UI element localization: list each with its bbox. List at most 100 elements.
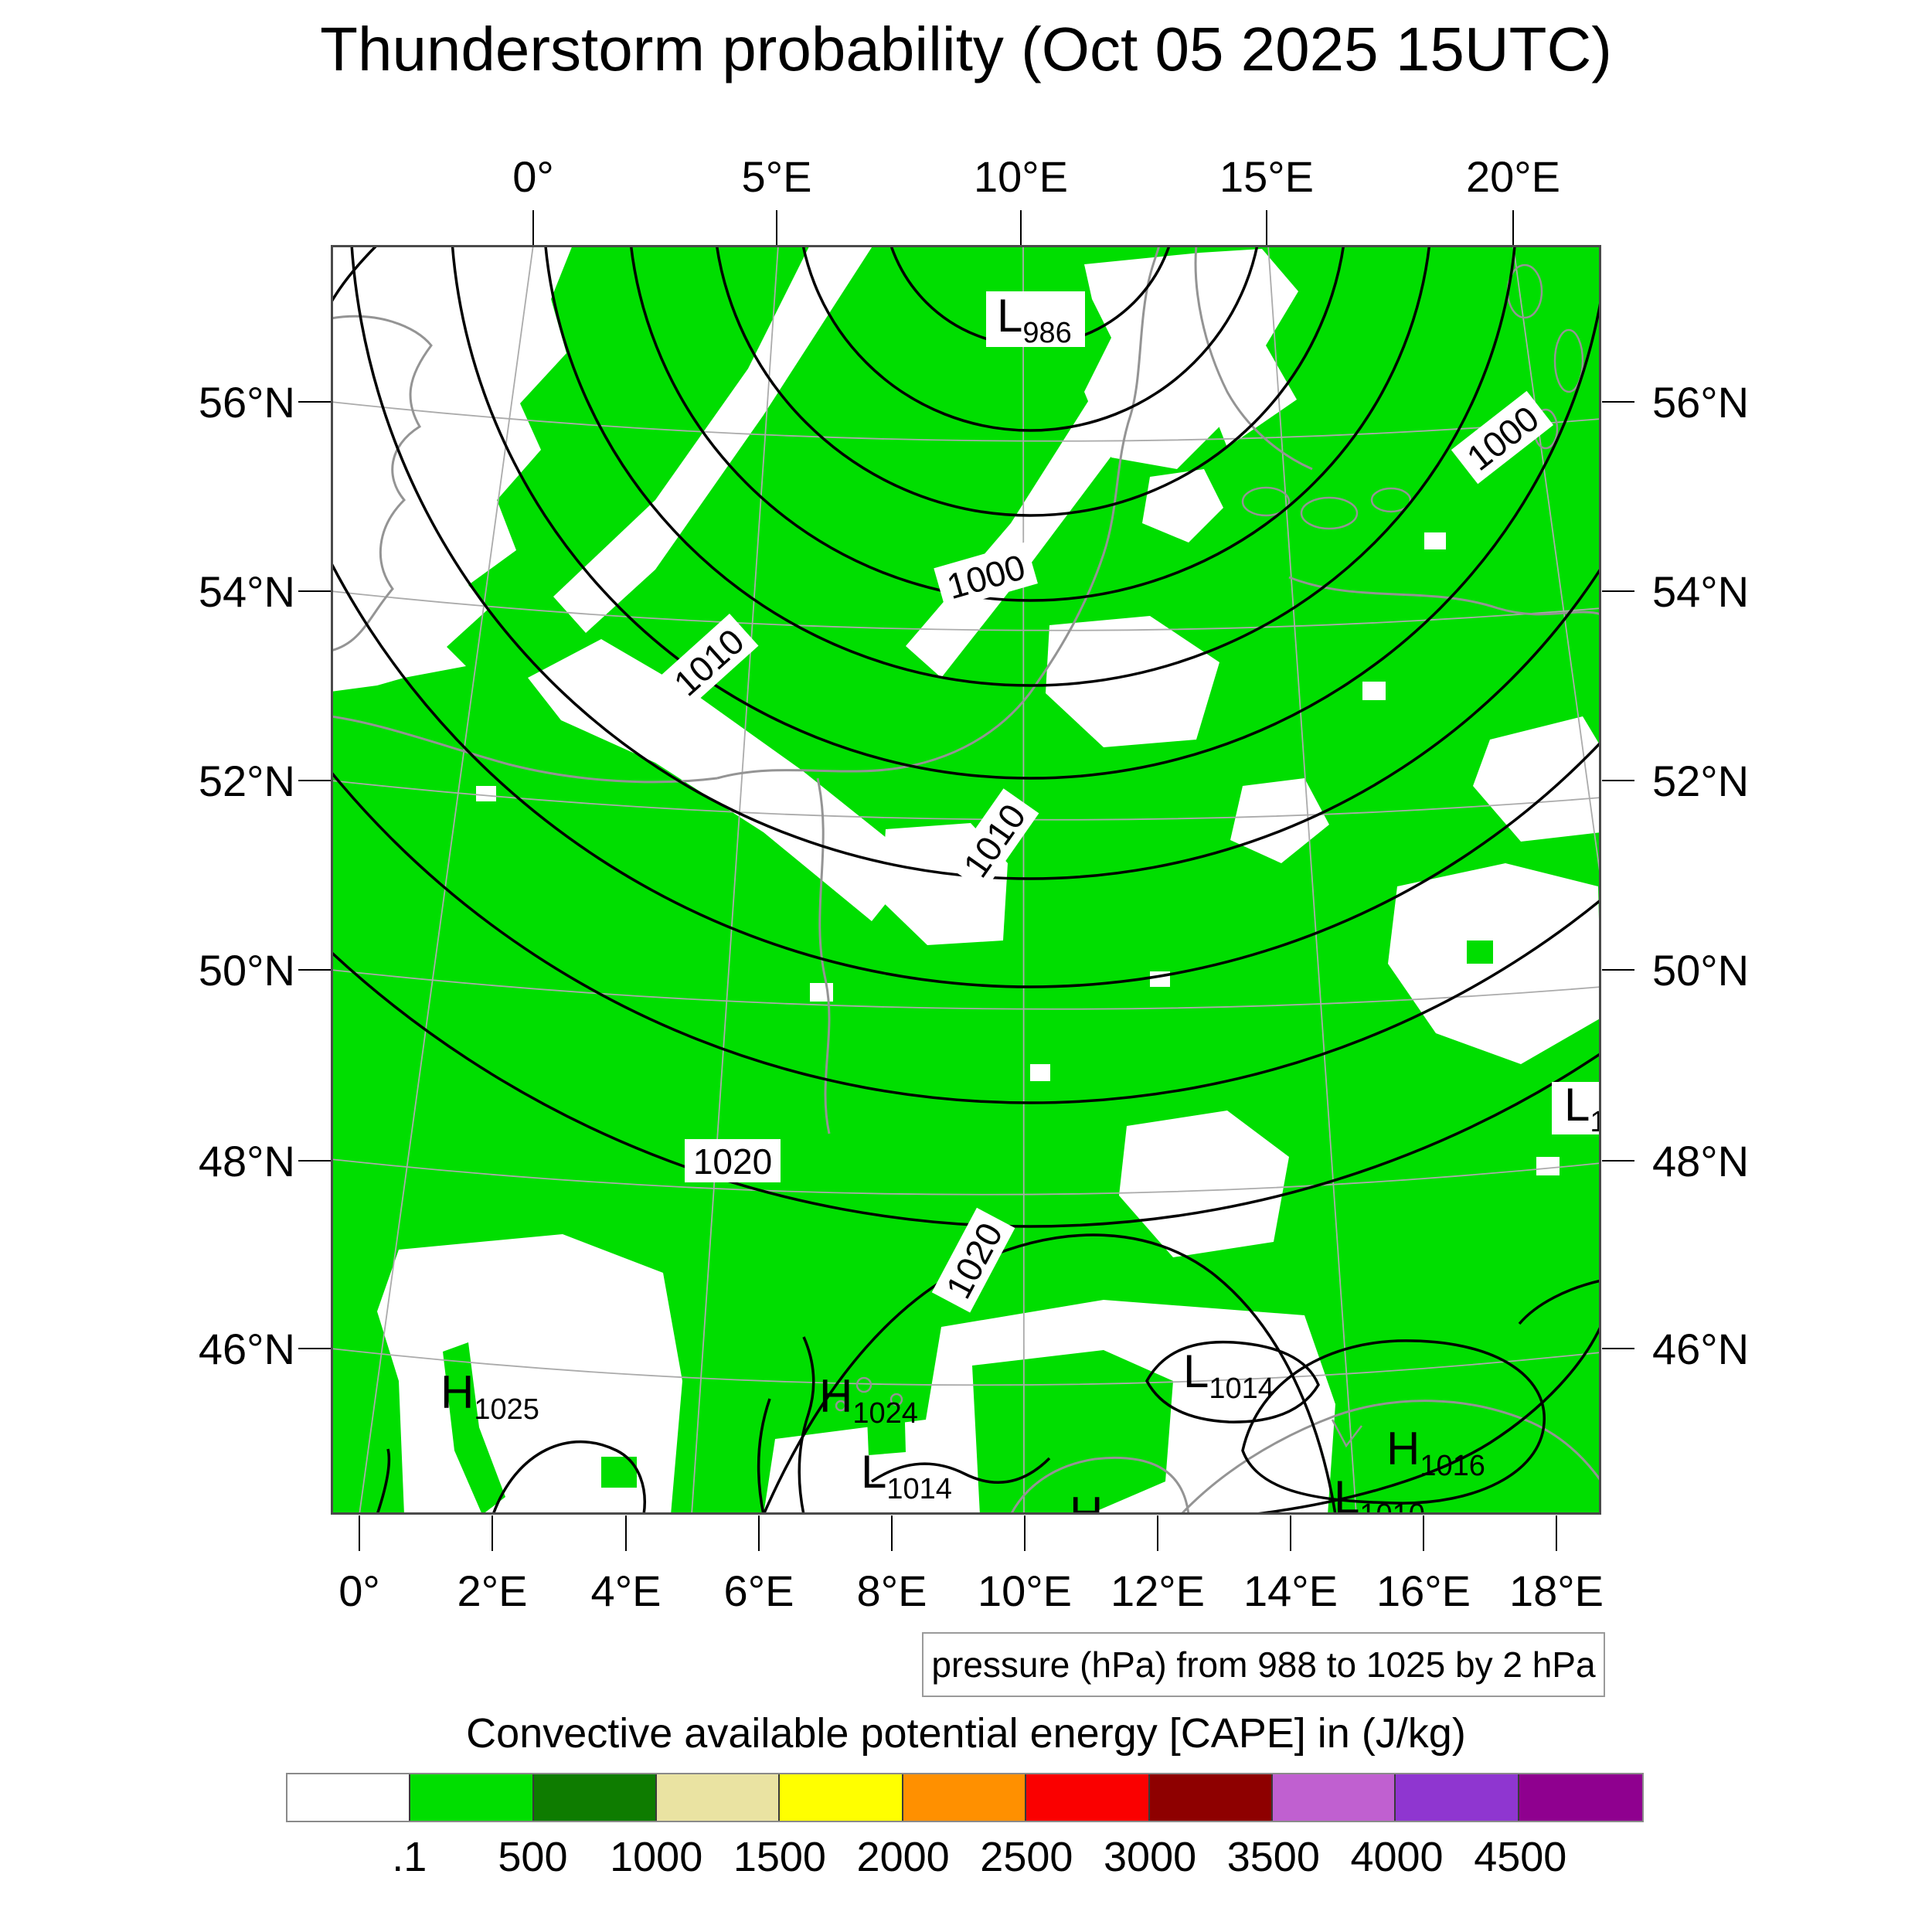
axis-tick-label-bottom: 0° <box>338 1566 380 1615</box>
axis-tick-mark-bottom <box>359 1515 360 1551</box>
coastlines <box>331 245 1601 1515</box>
axis-tick-mark-bottom <box>1423 1515 1424 1551</box>
axis-tick-mark-bottom <box>1556 1515 1557 1551</box>
axis-tick-label-bottom: 16°E <box>1376 1566 1471 1615</box>
colorbar-segment <box>1026 1774 1150 1821</box>
axis-tick-label-top: 10°E <box>973 152 1069 201</box>
axis-tick-mark-left <box>298 401 331 403</box>
axis-tick-label-bottom: 10°E <box>977 1566 1073 1615</box>
colorbar-title: Convective available potential energy [C… <box>466 1710 1466 1757</box>
map-border <box>331 245 1601 1515</box>
colorbar-tick-label: 3000 <box>1104 1834 1197 1880</box>
colorbar-segment <box>780 1774 903 1821</box>
pressure-center-label: H1016 <box>1070 1488 1168 1515</box>
axis-tick-mark-top <box>776 210 777 245</box>
axis-tick-label-bottom: 14°E <box>1243 1566 1338 1615</box>
svg-text:H1016: H1016 <box>1386 1423 1485 1482</box>
map-frame: 1000 1000 1010 1010 1020 1020 L986 H1025 H1024 L1… <box>331 245 1601 1515</box>
colorbar-segment <box>533 1774 658 1821</box>
pressure-center-label: L986 <box>986 290 1085 349</box>
axis-tick-mark-bottom <box>758 1515 760 1551</box>
pressure-center-label: H1016 <box>1386 1423 1485 1482</box>
axis-tick-mark-right <box>1602 780 1634 781</box>
axis-tick-label-left: 50°N <box>198 946 295 995</box>
pressure-center-label: H1025 <box>440 1366 539 1426</box>
colorbar-segment <box>287 1774 411 1821</box>
axis-tick-label-bottom: 12°E <box>1110 1566 1206 1615</box>
contour-label: 1020 <box>685 1139 781 1182</box>
axis-tick-mark-right <box>1602 590 1634 592</box>
axis-tick-mark-bottom <box>1024 1515 1026 1551</box>
axis-tick-mark-left <box>298 1160 331 1162</box>
svg-text:1020: 1020 <box>693 1141 772 1182</box>
axis-tick-mark-top <box>1020 210 1022 245</box>
svg-text:L1010: L1010 <box>1334 1471 1425 1515</box>
axis-tick-label-bottom: 6°E <box>723 1566 794 1615</box>
axis-tick-label-right: 54°N <box>1652 567 1750 616</box>
axis-tick-mark-bottom <box>492 1515 493 1551</box>
axis-tick-mark-left <box>298 780 331 781</box>
axis-tick-label-bottom: 18°E <box>1509 1566 1604 1615</box>
colorbar-segment <box>1149 1774 1273 1821</box>
colorbar-segment <box>410 1774 534 1821</box>
axis-tick-mark-left <box>298 590 331 592</box>
axis-tick-label-right: 48°N <box>1652 1137 1750 1185</box>
svg-text:H1025: H1025 <box>440 1366 539 1426</box>
colorbar-tick-label: 3500 <box>1226 1834 1320 1880</box>
axis-tick-mark-bottom <box>1290 1515 1291 1551</box>
axis-tick-label-right: 46°N <box>1652 1325 1750 1373</box>
graticule <box>331 245 1601 1515</box>
colorbar-tick-label: 1500 <box>733 1834 826 1880</box>
colorbar-tick-label: 500 <box>498 1834 568 1880</box>
axis-tick-mark-right <box>1602 1160 1634 1162</box>
axis-tick-label-bottom: 2°E <box>457 1566 528 1615</box>
axis-tick-mark-top <box>1266 210 1267 245</box>
colorbar-tick-label: 2500 <box>980 1834 1073 1880</box>
axis-tick-label-top: 0° <box>512 152 554 201</box>
svg-text:H1024: H1024 <box>819 1370 918 1430</box>
pressure-caption: pressure (hPa) from 988 to 1025 by 2 hPa <box>922 1632 1605 1697</box>
colorbar-tick-label: .1 <box>392 1834 427 1880</box>
page-title: Thunderstorm probability (Oct 05 2025 15… <box>320 15 1612 83</box>
axis-tick-mark-bottom <box>625 1515 627 1551</box>
axis-tick-mark-left <box>298 969 331 971</box>
axis-tick-mark-bottom <box>891 1515 893 1551</box>
colorbar-segment <box>903 1774 1027 1821</box>
pressure-center-label-cut: L10 <box>1552 1079 1601 1138</box>
pressure-center-label: H1024 <box>819 1370 918 1430</box>
axis-tick-label-right: 50°N <box>1652 946 1750 995</box>
axis-tick-label-top: 20°E <box>1465 152 1561 201</box>
axis-tick-label-top: 5°E <box>741 152 812 201</box>
svg-text:L1014: L1014 <box>861 1446 952 1505</box>
colorbar-tick-label: 4000 <box>1350 1834 1444 1880</box>
svg-text:L1014: L1014 <box>1183 1345 1274 1405</box>
axis-tick-mark-left <box>298 1348 331 1349</box>
axis-tick-mark-right <box>1602 401 1634 403</box>
colorbar-tick-label: 4500 <box>1474 1834 1567 1880</box>
axis-tick-label-top: 15°E <box>1219 152 1315 201</box>
colorbar-tick-label: 1000 <box>610 1834 703 1880</box>
pressure-center-label: L1010 <box>1334 1471 1425 1515</box>
colorbar-tick-label: 2000 <box>856 1834 950 1880</box>
svg-text:L10: L10 <box>1564 1079 1601 1138</box>
colorbar-segment <box>1396 1774 1519 1821</box>
axis-tick-mark-top <box>532 210 534 245</box>
axis-tick-mark-right <box>1602 969 1634 971</box>
axis-tick-label-right: 52°N <box>1652 757 1750 805</box>
axis-tick-label-left: 56°N <box>198 378 295 427</box>
colorbar-segment <box>657 1774 781 1821</box>
axis-tick-mark-right <box>1602 1348 1634 1349</box>
pressure-center-label: L1014 <box>861 1446 952 1505</box>
axis-tick-label-bottom: 8°E <box>856 1566 927 1615</box>
axis-tick-label-left: 52°N <box>198 757 295 805</box>
axis-tick-label-left: 48°N <box>198 1137 295 1185</box>
pressure-contours <box>331 245 1601 1515</box>
colorbar <box>286 1773 1644 1822</box>
axis-tick-mark-top <box>1512 210 1514 245</box>
svg-text:H1016: H1016 <box>1070 1488 1168 1515</box>
pressure-center-label: L1014 <box>1183 1345 1274 1405</box>
axis-tick-label-left: 46°N <box>198 1325 295 1373</box>
axis-tick-mark-bottom <box>1157 1515 1158 1551</box>
